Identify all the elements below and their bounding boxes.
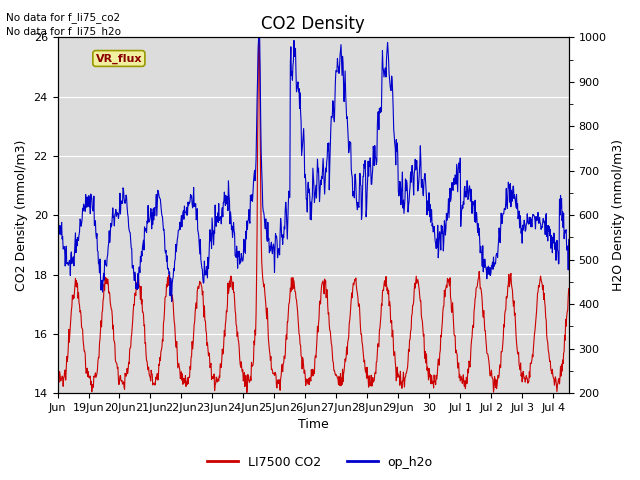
Y-axis label: CO2 Density (mmol/m3): CO2 Density (mmol/m3) bbox=[15, 140, 28, 291]
Text: VR_flux: VR_flux bbox=[95, 53, 142, 64]
Text: No data for f_li75_co2: No data for f_li75_co2 bbox=[6, 12, 120, 23]
Y-axis label: H2O Density (mmol/m3): H2O Density (mmol/m3) bbox=[612, 139, 625, 291]
Title: CO2 Density: CO2 Density bbox=[261, 15, 365, 33]
Text: No data for f_li75_h2o: No data for f_li75_h2o bbox=[6, 26, 122, 37]
Legend: LI7500 CO2, op_h2o: LI7500 CO2, op_h2o bbox=[202, 451, 438, 474]
X-axis label: Time: Time bbox=[298, 419, 328, 432]
